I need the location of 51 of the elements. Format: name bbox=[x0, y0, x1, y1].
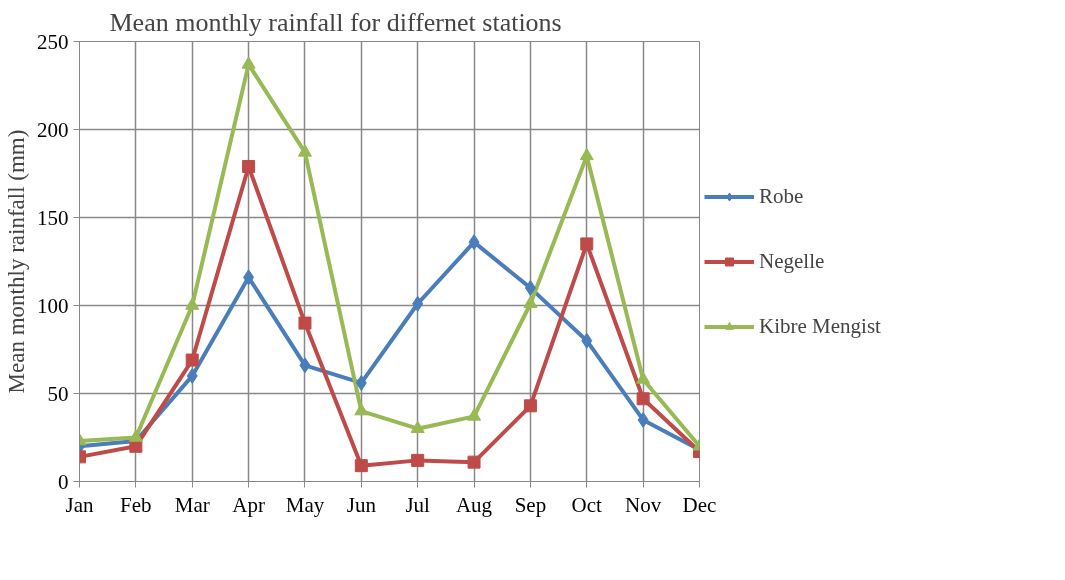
point bbox=[298, 316, 312, 330]
point bbox=[241, 56, 256, 69]
point bbox=[411, 453, 425, 467]
point bbox=[579, 147, 594, 161]
point bbox=[524, 279, 536, 296]
x-tick-label: Apr bbox=[232, 492, 265, 517]
legend-label: Kibre Mengist bbox=[759, 313, 881, 339]
point bbox=[186, 367, 198, 384]
x-tick-label: Sep bbox=[514, 492, 547, 517]
point bbox=[243, 269, 255, 286]
point bbox=[580, 237, 594, 251]
x-tick-label: Oct bbox=[571, 492, 603, 517]
y-tick-label: 50 bbox=[47, 381, 69, 406]
x-tick-label: Nov bbox=[625, 492, 662, 517]
point bbox=[581, 332, 593, 349]
legend-label: Negelle bbox=[759, 248, 825, 274]
x-tick-label: Aug bbox=[455, 492, 493, 517]
y-tick-label: 100 bbox=[37, 293, 69, 318]
point bbox=[410, 420, 425, 433]
y-tick-label: 150 bbox=[37, 205, 69, 230]
legend-label: Robe bbox=[759, 183, 804, 209]
point bbox=[354, 403, 369, 416]
point bbox=[297, 144, 312, 157]
y-tick-label: 200 bbox=[37, 117, 69, 142]
point bbox=[467, 408, 482, 421]
point bbox=[523, 399, 537, 413]
point bbox=[128, 429, 143, 442]
point bbox=[523, 295, 538, 308]
x-tick-label: May bbox=[285, 492, 325, 517]
chart-title: Mean monthly rainfall for differnet stations bbox=[109, 7, 562, 37]
y-axis-title: Mean monthly rainfall (mm) bbox=[4, 129, 29, 394]
x-tick-label: Jun bbox=[346, 492, 377, 517]
x-tick-label: Jan bbox=[65, 492, 94, 517]
x-tick-label: Jul bbox=[405, 492, 431, 517]
x-tick-label: Feb bbox=[120, 492, 152, 517]
point bbox=[299, 357, 311, 374]
point bbox=[242, 159, 256, 173]
point bbox=[637, 411, 649, 428]
y-tick-label: 0 bbox=[58, 469, 69, 494]
point bbox=[467, 455, 481, 469]
point bbox=[636, 371, 651, 384]
y-tick-label: 250 bbox=[37, 29, 69, 54]
point bbox=[354, 459, 368, 473]
x-tick-label: Mar bbox=[174, 492, 210, 517]
x-tick-label: Dec bbox=[682, 492, 717, 517]
point bbox=[185, 353, 199, 367]
point bbox=[355, 374, 367, 391]
point bbox=[636, 392, 650, 406]
point bbox=[185, 297, 200, 310]
point bbox=[468, 234, 480, 251]
point bbox=[412, 295, 424, 312]
